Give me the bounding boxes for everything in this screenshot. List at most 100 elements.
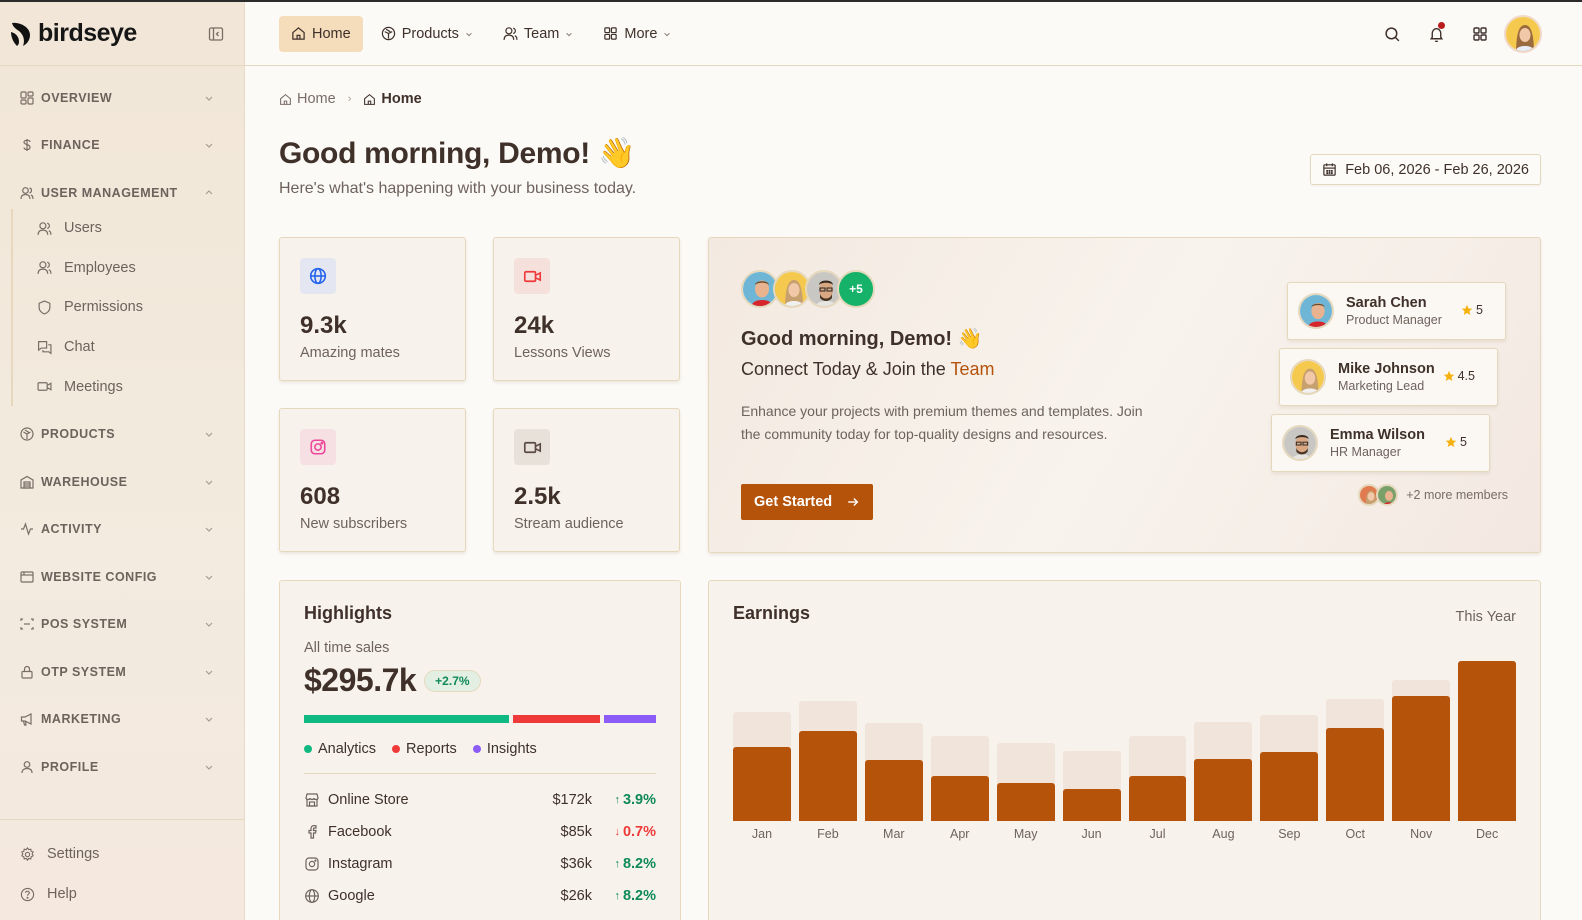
bar-jul[interactable] xyxy=(1128,661,1187,821)
sidebar: birdseye OVERVIEW FINANCE USER MANAGEMEN… xyxy=(0,2,245,920)
avatar-woman-icon xyxy=(775,272,809,306)
sidebar-group-warehouse[interactable]: WAREHOUSE xyxy=(0,458,244,506)
source-name: Instagram xyxy=(328,856,393,872)
topnav-more[interactable]: More xyxy=(591,16,683,52)
more-avatars-badge: +5 xyxy=(837,270,875,308)
get-started-button[interactable]: Get Started xyxy=(741,484,874,520)
sidebar-group-label: PROFILE xyxy=(41,759,99,774)
sidebar-item-label: Settings xyxy=(47,846,100,862)
x-tick-label: Oct xyxy=(1345,827,1365,841)
topnav-label: Products xyxy=(401,25,459,42)
rating-value: 5 xyxy=(1460,435,1467,449)
sidebar-group-user-management[interactable]: USER MANAGEMENT xyxy=(0,169,244,217)
sidebar-group-label: MARKETING xyxy=(41,712,122,727)
bar-dec[interactable] xyxy=(1458,661,1517,821)
sidebar-item-settings[interactable]: Settings xyxy=(0,834,244,874)
bar-earnings xyxy=(930,776,989,821)
notifications-button[interactable] xyxy=(1414,14,1458,54)
sidebar-group-pos-system[interactable]: POS SYSTEM xyxy=(0,600,244,648)
member-card-sarah-chen[interactable]: Sarah Chen Product Manager 5 xyxy=(1287,282,1506,340)
topnav-products[interactable]: Products xyxy=(369,16,485,52)
welcome-card: +5 Good morning, Demo! 👋 Connect Today &… xyxy=(708,237,1541,553)
source-name: Facebook xyxy=(328,824,392,840)
member-card-mike-johnson[interactable]: Mike Johnson Marketing Lead 4.5 xyxy=(1279,348,1498,406)
welcome-subtitle-accent: Team xyxy=(950,359,995,379)
x-tick-label: Mar xyxy=(883,827,905,841)
sidebar-group-overview[interactable]: OVERVIEW xyxy=(0,74,244,122)
chevron-down-icon xyxy=(204,429,214,439)
sidebar-group-label: USER MANAGEMENT xyxy=(41,185,178,200)
sidebar-item-meetings[interactable]: Meetings xyxy=(13,367,244,407)
bar-jan[interactable] xyxy=(733,661,791,821)
more-members[interactable]: +2 more members xyxy=(1358,484,1508,506)
main-content: Home › Home Good morning, Demo! 👋 Here's… xyxy=(245,66,1582,920)
megaphone-icon xyxy=(20,712,34,726)
member-role: HR Manager xyxy=(1330,445,1401,459)
sidebar-group-otp-system[interactable]: OTP SYSTEM xyxy=(0,648,244,696)
video-icon xyxy=(37,379,52,394)
sidebar-bottom: Settings Help xyxy=(0,819,244,920)
sidebar-item-label: Permissions xyxy=(64,299,143,316)
source-row-google: Google $26k ↑ 8.2% xyxy=(304,880,656,912)
earnings-period-select[interactable]: This Year xyxy=(1455,609,1516,625)
sidebar-group-products[interactable]: PRODUCTS xyxy=(0,410,244,458)
member-avatar xyxy=(1298,293,1334,329)
source-row-instagram: Instagram $36k ↑ 8.2% xyxy=(304,848,656,880)
sidebar-item-label: Help xyxy=(47,886,77,902)
segment-reports xyxy=(513,715,600,723)
user-avatar[interactable] xyxy=(1504,15,1542,53)
bar-jun[interactable] xyxy=(1062,661,1121,821)
user-icon xyxy=(20,760,34,774)
sidebar-item-permissions[interactable]: Permissions xyxy=(13,288,244,328)
sidebar-group-activity[interactable]: ACTIVITY xyxy=(0,505,244,553)
topnav-home[interactable]: Home xyxy=(279,15,363,52)
team-avatar-stack[interactable]: +5 xyxy=(741,270,875,308)
more-members-label: +2 more members xyxy=(1406,488,1508,502)
user-management-subnav: Users Employees Permissions Chat Meeting… xyxy=(11,208,244,407)
bar-sep[interactable] xyxy=(1260,661,1319,821)
bar-feb[interactable] xyxy=(798,661,857,821)
source-change-value: 0.7% xyxy=(622,824,656,840)
brand-logo[interactable]: birdseye xyxy=(10,19,137,48)
bar-earnings xyxy=(1194,758,1253,821)
sidebar-group-profile[interactable]: PROFILE xyxy=(0,743,244,791)
sidebar-group-finance[interactable]: FINANCE xyxy=(0,122,244,170)
stat-label: Lessons Views xyxy=(514,345,611,361)
apps-button[interactable] xyxy=(1458,14,1502,54)
legend-item-analytics: Analytics xyxy=(304,741,376,757)
highlights-label: All time sales xyxy=(304,640,390,656)
welcome-subtitle-text: Connect Today & Join the xyxy=(741,359,951,379)
sidebar-group-website-config[interactable]: WEBSITE CONFIG xyxy=(0,553,244,601)
x-tick-label: Nov xyxy=(1410,827,1433,841)
breadcrumb-home[interactable]: Home xyxy=(279,91,336,107)
stat-label: Stream audience xyxy=(514,516,624,532)
chevron-down-icon xyxy=(204,762,214,772)
date-range-picker[interactable]: Feb 06, 2026 - Feb 26, 2026 xyxy=(1310,154,1541,185)
chevron-up-icon xyxy=(204,188,214,198)
sidebar-item-users[interactable]: Users xyxy=(13,209,244,249)
bar-oct[interactable] xyxy=(1326,661,1385,821)
sidebar-item-help[interactable]: Help xyxy=(0,874,244,914)
sidebar-item-employees[interactable]: Employees xyxy=(13,248,244,288)
video-icon xyxy=(523,270,541,282)
bar-mar[interactable] xyxy=(864,661,923,821)
bar-may[interactable] xyxy=(996,661,1055,821)
stat-icon-box xyxy=(514,429,550,465)
sidebar-group-marketing[interactable]: MARKETING xyxy=(0,695,244,743)
stat-value: 2.5k xyxy=(514,483,561,510)
breadcrumb-label: Home xyxy=(381,91,422,107)
sidebar-item-label: Meetings xyxy=(64,378,123,395)
bar-apr[interactable] xyxy=(930,661,989,821)
bar-earnings xyxy=(1260,752,1319,821)
sidebar-item-chat[interactable]: Chat xyxy=(13,327,244,367)
member-card-emma-wilson[interactable]: Emma Wilson HR Manager 5 xyxy=(1271,414,1490,472)
bar-nov[interactable] xyxy=(1392,661,1451,821)
bar-aug[interactable] xyxy=(1194,661,1253,821)
topnav-team[interactable]: Team xyxy=(491,16,585,52)
source-change: ↑ 3.9% xyxy=(592,792,656,808)
legend-dot xyxy=(304,745,312,753)
sidebar-group-label: OVERVIEW xyxy=(41,90,113,105)
search-button[interactable] xyxy=(1370,14,1414,54)
sidebar-collapse-icon[interactable] xyxy=(208,26,224,42)
home-icon xyxy=(291,26,306,41)
